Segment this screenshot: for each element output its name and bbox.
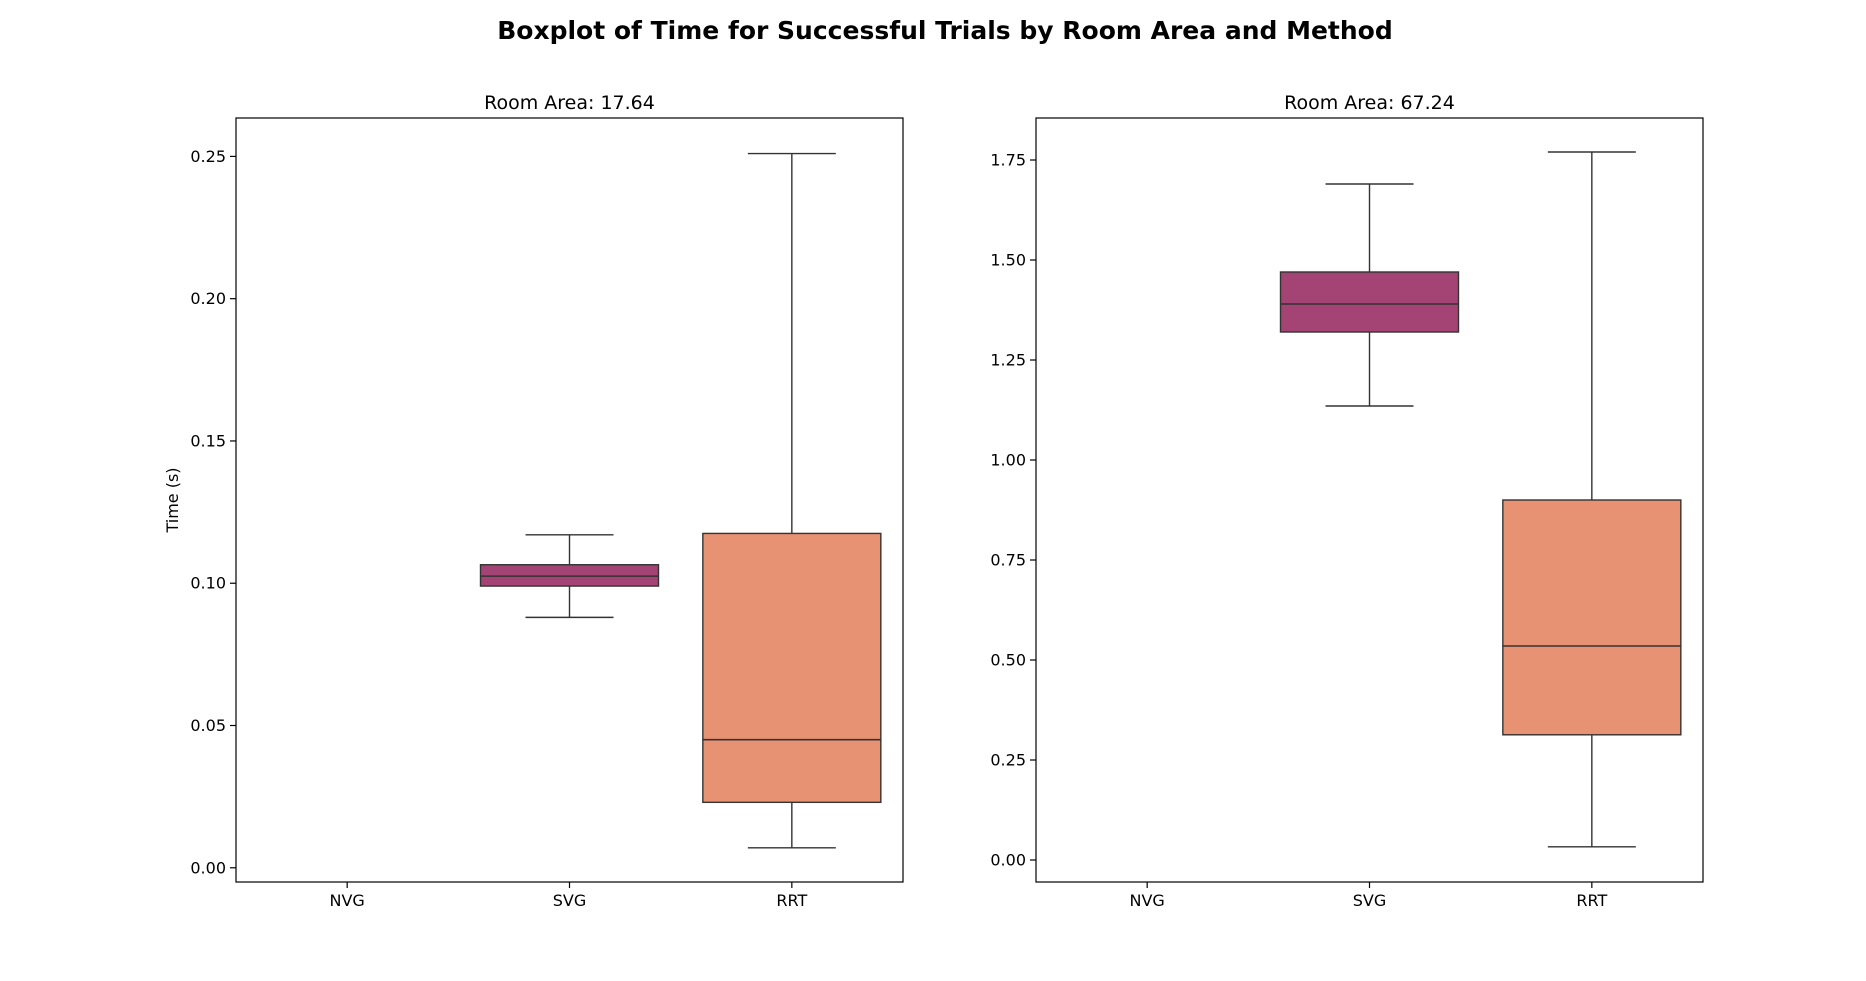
box-svg: [479, 534, 660, 619]
box-body: [1279, 271, 1460, 333]
panel-title: Room Area: 17.64: [484, 92, 655, 114]
box-rrt: [702, 152, 882, 849]
y-tick-label: 1.75: [990, 151, 1026, 170]
panel-2: Room Area: 67.24 0.00 0.25 0.50 0.75 1.00 1.25…: [990, 92, 1704, 910]
y-tick-label: 1.50: [990, 251, 1026, 270]
y-axis-label: Time (s): [163, 467, 182, 533]
plot-frame: [1035, 117, 1704, 883]
panel-title: Room Area: 67.24: [1284, 92, 1455, 114]
y-tick-label: 0.00: [190, 858, 226, 877]
panel-1: Room Area: 17.64 0.00 0.05 0.10 0.15 0.20 0.25…: [163, 92, 904, 910]
box-body: [1502, 499, 1682, 736]
y-tick-label: 0.05: [190, 716, 226, 735]
y-tick-label: 0.15: [190, 431, 226, 450]
figure-title: Boxplot of Time for Successful Trials by…: [497, 16, 1393, 45]
panels: Room Area: 17.64 0.00 0.05 0.10 0.15 0.20 0.25…: [163, 92, 1704, 910]
x-tick-label: RRT: [1576, 891, 1607, 910]
x-tick-label: RRT: [776, 891, 807, 910]
x-tick-label: NVG: [1130, 891, 1165, 910]
y-tick-label: 1.25: [990, 351, 1026, 370]
y-tick-label: 0.00: [990, 851, 1026, 870]
y-tick-label: 0.25: [190, 147, 226, 166]
y-tick-label: 0.20: [190, 289, 226, 308]
plot-frame: [235, 117, 904, 883]
box-body: [702, 532, 882, 804]
y-tick-label: 0.75: [990, 551, 1026, 570]
box-rrt: [1502, 151, 1682, 848]
y-tick-label: 0.50: [990, 651, 1026, 670]
y-tick-label: 0.10: [190, 574, 226, 593]
y-tick-label: 0.25: [990, 751, 1026, 770]
x-tick-label: SVG: [1353, 891, 1387, 910]
y-tick-label: 1.00: [990, 451, 1026, 470]
x-tick-label: NVG: [330, 891, 365, 910]
box-svg: [1279, 183, 1460, 407]
x-tick-label: SVG: [553, 891, 587, 910]
